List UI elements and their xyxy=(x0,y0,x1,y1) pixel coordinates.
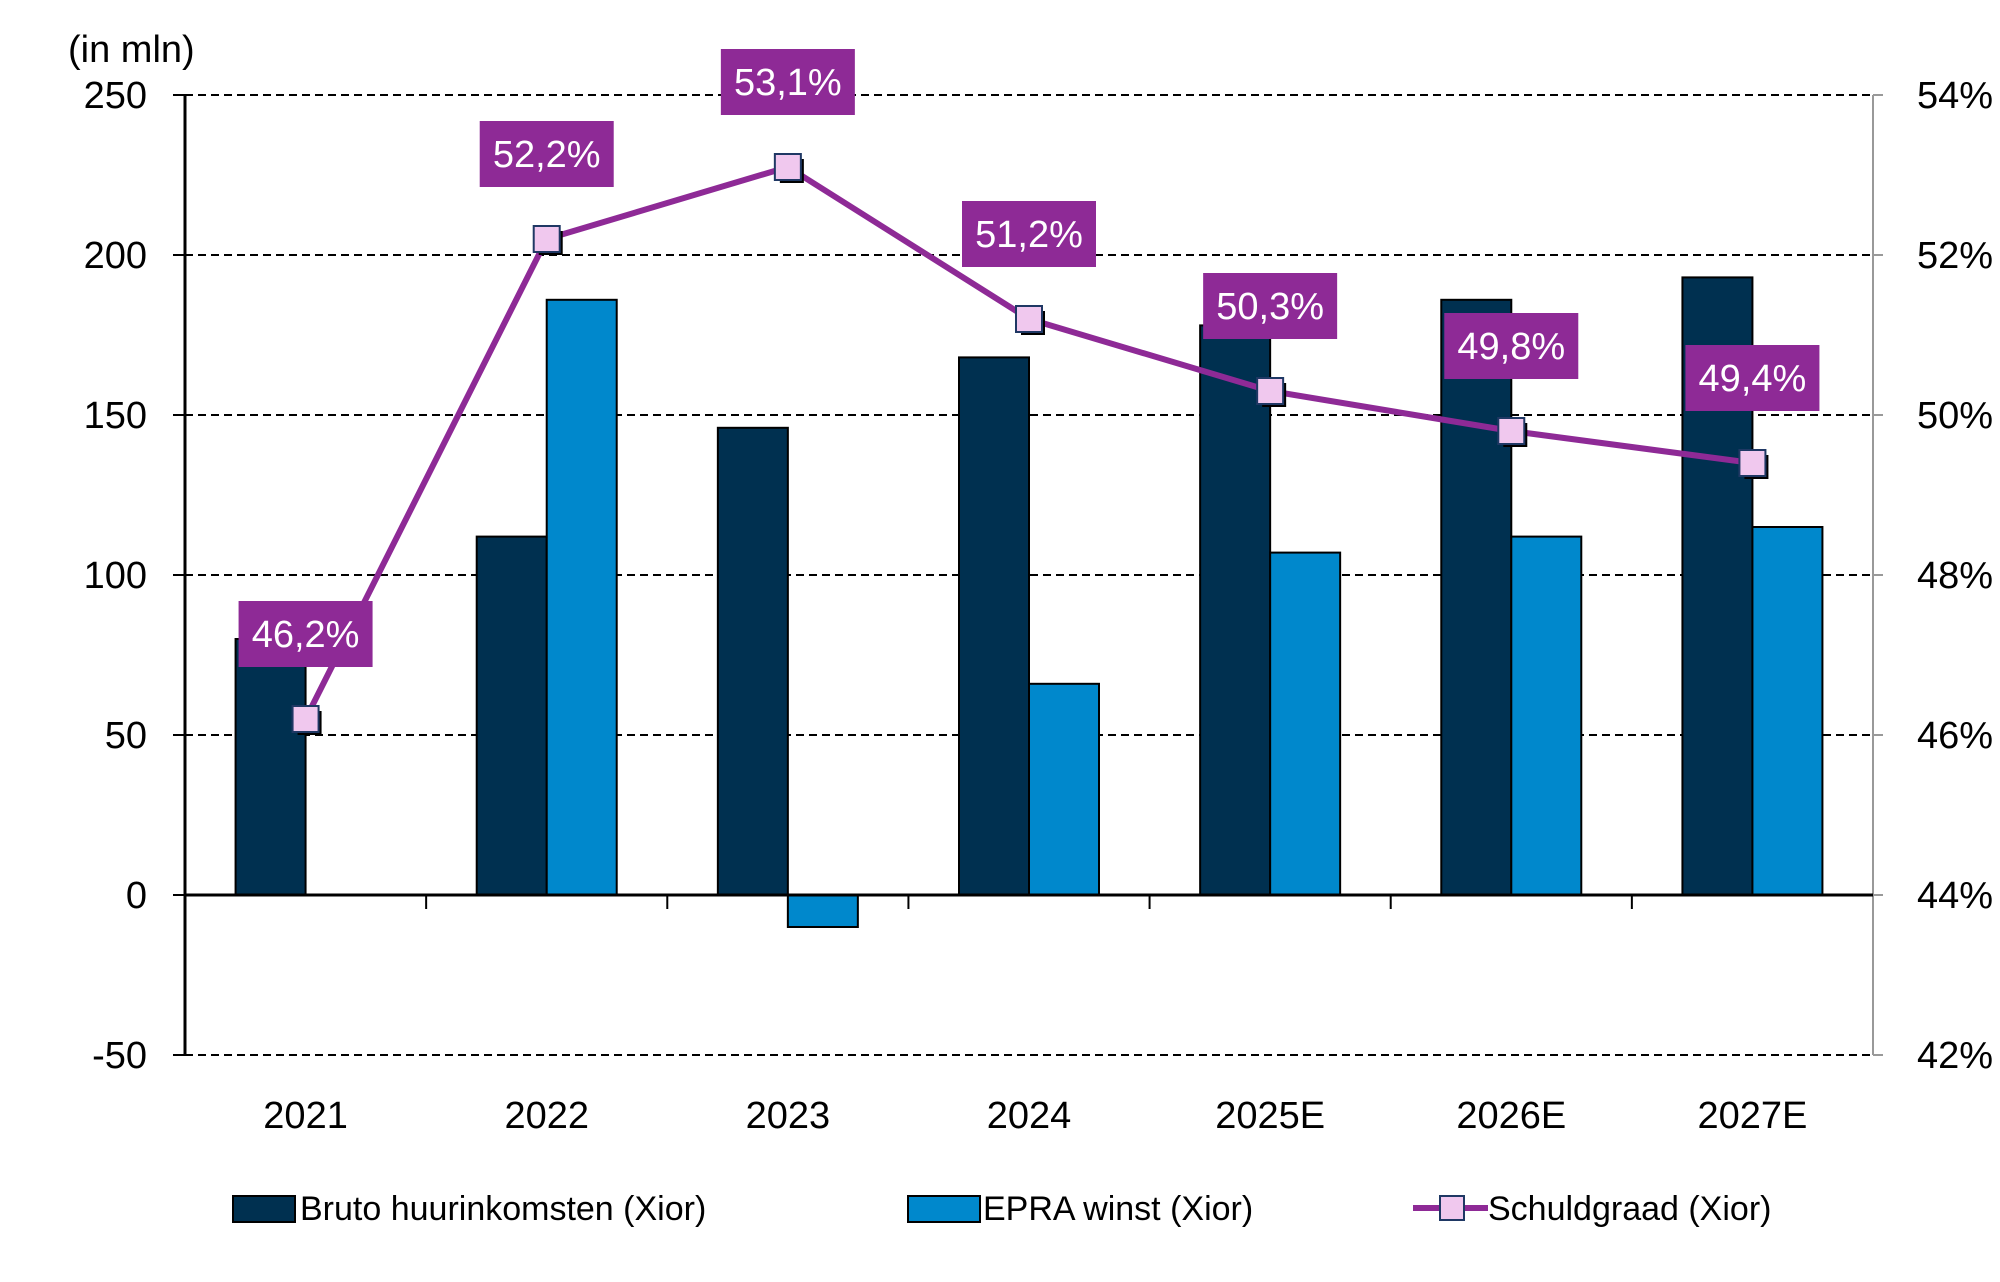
y-axis-left-ticks: 250 200 150 100 50 0 -50 xyxy=(84,75,147,1077)
legend-label: Schuldgraad (Xior) xyxy=(1488,1190,1771,1228)
data-label-box xyxy=(1444,313,1579,379)
bar-epra-winst xyxy=(545,298,618,896)
legend: Bruto huurinkomsten (Xior) EPRA winst (Xi… xyxy=(232,1190,1771,1228)
bar-epra-winst xyxy=(1751,526,1824,896)
bar-bruto-huurinkomsten xyxy=(716,426,789,896)
bar-epra-winst xyxy=(1510,535,1583,896)
data-label: 51,2% xyxy=(975,214,1083,256)
legend-marker-schuldgraad xyxy=(1439,1195,1465,1221)
y-tick-label: 0 xyxy=(126,875,147,917)
y2-tick-label: 48% xyxy=(1917,555,1993,597)
marker-schuldgraad xyxy=(773,153,802,181)
legend-label: EPRA winst (Xior) xyxy=(983,1190,1253,1228)
x-tick-label: 2026E xyxy=(1456,1095,1566,1137)
y-tick-label: 100 xyxy=(84,555,147,597)
bar-bruto-huurinkomsten xyxy=(1440,298,1513,896)
line-series xyxy=(291,153,1769,735)
x-tick-label: 2023 xyxy=(746,1095,831,1137)
marker-schuldgraad xyxy=(1015,305,1043,333)
marker-schuldgraad xyxy=(532,225,561,253)
data-label: 46,2% xyxy=(252,614,360,656)
data-label: 50,3% xyxy=(1216,286,1324,328)
data-label-box xyxy=(479,121,614,187)
y2-tick-label: 52% xyxy=(1917,235,1993,277)
y-tick-label: 200 xyxy=(84,235,147,277)
bar-epra-winst xyxy=(1028,682,1100,896)
marker-schuldgraad xyxy=(1738,449,1767,477)
data-label: 49,4% xyxy=(1699,358,1807,400)
y-tick-label: -50 xyxy=(92,1035,147,1077)
data-label-box xyxy=(720,49,855,115)
y2-tick-label: 54% xyxy=(1917,75,1993,117)
data-label-box xyxy=(1203,273,1338,339)
data-label: 49,8% xyxy=(1457,326,1565,368)
legend-swatch-bruto-huurinkomsten xyxy=(232,1195,296,1223)
marker-schuldgraad xyxy=(1497,417,1526,445)
x-tick-label: 2027E xyxy=(1697,1095,1807,1137)
legend-swatch-epra-winst xyxy=(907,1195,981,1223)
x-tick-label: 2021 xyxy=(263,1095,348,1137)
data-label: 53,1% xyxy=(734,62,842,104)
y2-tick-label: 44% xyxy=(1917,875,1993,917)
bar-bruto-huurinkomsten xyxy=(475,535,548,896)
x-tick-label: 2025E xyxy=(1215,1095,1325,1137)
x-tick-label: 2022 xyxy=(504,1095,589,1137)
y-axis-unit-label: (in mln) xyxy=(68,29,195,71)
axes xyxy=(173,94,1883,1056)
data-label-box xyxy=(238,601,373,667)
data-label: 52,2% xyxy=(493,134,601,176)
bar-epra-winst xyxy=(1269,551,1342,896)
bar-bruto-huurinkomsten xyxy=(1199,324,1272,896)
bar-bruto-huurinkomsten xyxy=(958,356,1030,896)
x-axis-ticks: 2021 2022 2023 2024 2025E 2026E 2027E xyxy=(263,1095,1807,1137)
y2-tick-label: 46% xyxy=(1917,715,1993,757)
y-tick-label: 250 xyxy=(84,75,147,117)
bars xyxy=(234,276,1824,928)
bar-bruto-huurinkomsten xyxy=(234,638,307,896)
y-axis-right-ticks: 54% 52% 50% 48% 46% 44% 42% xyxy=(1917,75,1993,1077)
marker-schuldgraad xyxy=(291,705,320,733)
bar-epra-winst xyxy=(786,894,859,928)
data-label-box xyxy=(962,201,1096,267)
gridlines xyxy=(185,94,1873,1056)
y2-tick-label: 50% xyxy=(1917,395,1993,437)
y-tick-label: 150 xyxy=(84,395,147,437)
data-label-box xyxy=(1685,345,1820,411)
x-tick-label: 2024 xyxy=(987,1095,1072,1137)
marker-schuldgraad xyxy=(1256,377,1285,405)
data-labels: 46,2% 52,2% 53,1% 51,2% 50,3% 49,8% 49,4% xyxy=(238,49,1820,667)
y-tick-label: 50 xyxy=(105,715,147,757)
legend-label: Bruto huurinkomsten (Xior) xyxy=(300,1190,706,1228)
y2-tick-label: 42% xyxy=(1917,1035,1993,1077)
